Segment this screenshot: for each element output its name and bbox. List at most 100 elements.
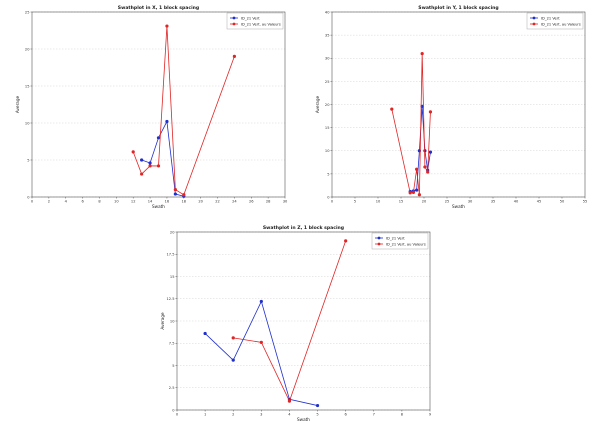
data-point: [173, 192, 177, 196]
series-line: [141, 120, 184, 197]
x-tick-label: 6: [81, 200, 84, 204]
x-tick-label: 14: [148, 200, 153, 204]
legend-entry: ID_21 Vert: [386, 236, 405, 240]
x-tick-label: 0: [176, 413, 179, 417]
x-tick-label: 40: [514, 200, 519, 204]
x-tick-label: 7: [373, 413, 375, 417]
y-tick-label: 20: [170, 230, 175, 234]
y-tick-label: 2.5: [169, 386, 175, 390]
x-tick-label: 5: [354, 200, 356, 204]
data-point: [417, 193, 421, 197]
data-point: [231, 336, 235, 340]
data-point: [173, 188, 177, 192]
chart-title: Swathplot in Z, 1 block spacing: [263, 225, 344, 231]
x-tick-label: 50: [560, 200, 565, 204]
y-tick-label: 15: [325, 126, 330, 130]
y-tick-label: 40: [325, 10, 330, 14]
x-tick-label: 3: [260, 413, 262, 417]
legend-swatch-marker: [377, 236, 381, 240]
data-point: [232, 54, 236, 59]
series-line: [233, 240, 347, 403]
legend-entry: ID_21 Vert. au Valeurs: [241, 22, 281, 26]
data-point: [156, 136, 161, 140]
legend-entry: ID_21 Vert: [241, 16, 260, 20]
legend-box: [226, 12, 284, 30]
y-axis-label: Average: [15, 95, 20, 113]
y-tick-label: 30: [325, 57, 330, 61]
y-tick-label: 5: [27, 158, 29, 162]
y-tick-label: 12.5: [166, 297, 174, 301]
data-point: [231, 358, 235, 362]
x-tick-label: 26: [249, 200, 254, 204]
x-tick-label: 16: [165, 200, 170, 204]
swathplot-y-chart: Swathplot in Y, 1 block spacing 0 5 10 15 20 2…: [310, 2, 595, 217]
y-tick-label: 0: [172, 408, 175, 412]
legend-box: [526, 12, 584, 30]
y-tick-label: 10: [325, 149, 330, 153]
chart-svg: Swathplot in X, 1 block spacing 0 5 10 15 20 2…: [15, 5, 288, 209]
y-axis-label: Average: [160, 312, 165, 330]
data-point: [259, 299, 263, 304]
legend-swatch-marker: [532, 16, 536, 20]
y-tick-label: 35: [325, 34, 330, 38]
x-tick-label: 2: [232, 413, 234, 417]
data-point: [415, 167, 419, 171]
series-line: [204, 300, 318, 406]
y-tick-label: 7.5: [169, 342, 175, 346]
x-tick-label: 20: [198, 200, 203, 204]
data-point: [428, 150, 433, 154]
x-tick-label: 30: [468, 200, 473, 204]
legend-entry: ID_21 Vert. au Valeurs: [386, 242, 426, 246]
x-tick-label: 20: [422, 200, 427, 204]
x-tick-label: 30: [283, 200, 288, 204]
y-tick-label: 25: [25, 10, 30, 14]
data-point: [390, 107, 394, 111]
swathplot-x-chart: Swathplot in X, 1 block spacing 0 5 10 15 20 2…: [10, 2, 295, 217]
data-point: [408, 191, 412, 195]
data-point: [182, 193, 186, 197]
data-point: [259, 340, 263, 344]
data-point: [344, 239, 348, 243]
x-tick-label: 8: [401, 413, 404, 417]
y-tick-label: 5: [327, 172, 329, 176]
chart-svg: Swathplot in Y, 1 block spacing 0 5 10 15 20 2…: [315, 5, 587, 209]
x-tick-label: 10: [376, 200, 381, 204]
x-tick-label: 15: [399, 200, 404, 204]
legend-swatch-marker: [532, 22, 536, 26]
data-point: [428, 110, 433, 114]
chart-title: Swathplot in Y, 1 block spacing: [418, 5, 498, 11]
data-point: [426, 170, 430, 174]
data-point: [287, 399, 292, 403]
data-point: [140, 158, 144, 162]
x-axis-label: Swath: [152, 204, 165, 209]
x-tick-label: 1: [204, 413, 206, 417]
x-tick-label: 8: [98, 200, 101, 204]
y-tick-label: 25: [325, 80, 330, 84]
y-tick-label: 5: [172, 364, 174, 368]
y-tick-label: 10: [25, 121, 30, 125]
legend-box: [371, 232, 429, 250]
data-point: [148, 161, 152, 165]
x-tick-label: 6: [345, 413, 348, 417]
y-tick-label: 20: [25, 47, 30, 51]
x-axis-label: Swath: [452, 204, 465, 209]
legend-swatch-marker: [232, 22, 236, 26]
data-point: [415, 188, 419, 192]
y-tick-label: 0: [327, 195, 330, 199]
chart-title: Swathplot in X, 1 block spacing: [118, 5, 199, 11]
x-tick-label: 18: [182, 200, 187, 204]
data-point: [203, 331, 207, 336]
x-tick-label: 25: [445, 200, 450, 204]
y-tick-label: 17.5: [166, 253, 174, 257]
y-tick-label: 15: [170, 275, 175, 279]
x-tick-label: 2: [48, 200, 50, 204]
x-tick-label: 22: [215, 200, 220, 204]
x-tick-label: 0: [31, 200, 34, 204]
legend-swatch-marker: [377, 242, 381, 246]
data-point: [156, 164, 161, 168]
y-tick-label: 15: [25, 84, 30, 88]
x-tick-label: 10: [114, 200, 119, 204]
legend-swatch-marker: [232, 16, 236, 20]
y-tick-label: 20: [325, 103, 330, 107]
data-point: [411, 190, 416, 194]
